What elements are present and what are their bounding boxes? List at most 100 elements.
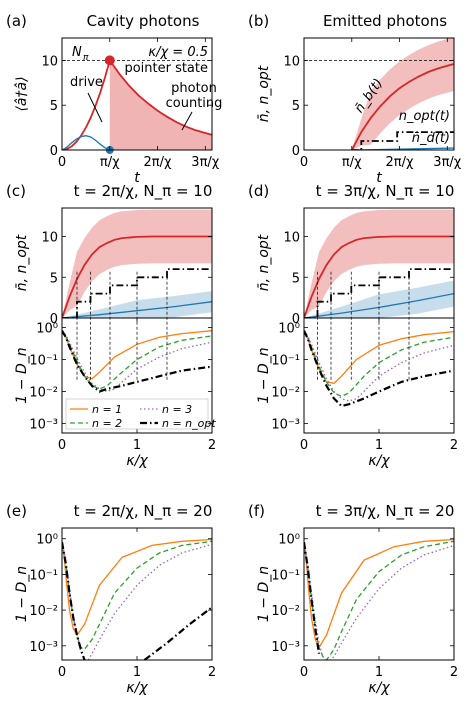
panel-title: t = 2π/χ, N_π = 20 bbox=[74, 502, 213, 521]
nopt-label: n_opt(t) bbox=[399, 109, 450, 124]
pointer-state-marker bbox=[104, 55, 115, 66]
y-tick-label: 0 bbox=[292, 312, 300, 327]
series-line-cavity-blue bbox=[62, 135, 111, 150]
panel-c: 0 5 10 n̄, n_opt (c) t = 2π/χ, N_π = 10 bbox=[6, 182, 213, 327]
y-tick-label: 10⁰ bbox=[278, 322, 300, 337]
drive-label: drive bbox=[70, 75, 103, 90]
y-tick-label: 10 bbox=[41, 231, 58, 246]
x-tick-label: 2 bbox=[208, 665, 216, 680]
y-tick-label: 0 bbox=[50, 312, 58, 327]
y-tick-label: 10⁻² bbox=[29, 385, 58, 400]
series-line-nb bbox=[351, 63, 454, 150]
series-line-n1 bbox=[304, 540, 454, 660]
x-tick-label: 0 bbox=[300, 665, 308, 680]
y-tick-label: 10⁰ bbox=[36, 322, 58, 337]
x-tick-label: 2 bbox=[450, 438, 458, 453]
y-tick-label: 10⁻¹ bbox=[29, 354, 58, 369]
axes-frame bbox=[303, 37, 455, 151]
panel-a: 0 5 10 0 π/χ 2π/χ 3π/χ t ⟨â†â⟩ (a) Cavity photons N… bbox=[6, 12, 222, 186]
panel-title: Cavity photons bbox=[87, 12, 200, 30]
legend-box bbox=[65, 398, 209, 430]
panel-label: (f) bbox=[248, 502, 265, 520]
series-line-n2 bbox=[62, 542, 212, 660]
panel-b: 0 5 10 0 π/χ 2π/χ 3π/χ t n̄, n_opt (b) Emitted pho… bbox=[248, 12, 462, 186]
y-axis-label: n̄, n_opt bbox=[256, 234, 272, 291]
legend-entry: n = 3 bbox=[162, 403, 192, 416]
x-tick-label: 0 bbox=[300, 438, 308, 453]
series-line-n3 bbox=[304, 542, 321, 654]
y-tick-label: 10⁰ bbox=[278, 533, 300, 548]
x-axis-label: κ/χ bbox=[126, 453, 148, 469]
plot-area bbox=[62, 209, 212, 318]
panel-title: Emitted photons bbox=[323, 12, 447, 30]
series-line-n3 bbox=[304, 330, 454, 408]
series-line-n2 bbox=[62, 330, 212, 393]
legend-entry: n = 2 bbox=[92, 417, 122, 430]
panel-label: (c) bbox=[6, 182, 26, 200]
y-tick-label: 10⁻³ bbox=[271, 640, 300, 655]
series-line-n0 bbox=[62, 538, 212, 637]
y-tick-label: 5 bbox=[292, 271, 300, 286]
panel-label: (b) bbox=[248, 12, 269, 30]
y-axis-label: 1 − D_n bbox=[256, 347, 272, 403]
series-line-drive bbox=[62, 60, 111, 150]
y-tick-label: 10⁻² bbox=[271, 385, 300, 400]
y-tick-label: 5 bbox=[50, 271, 58, 286]
y-axis-label: n̄, n_opt bbox=[256, 65, 272, 122]
x-axis-label: κ/χ bbox=[368, 680, 390, 696]
kappa-label: κ/χ = 0.5 bbox=[148, 45, 208, 60]
x-tick-label: 0 bbox=[58, 665, 66, 680]
n-pi-label: N bbox=[72, 45, 82, 60]
series-line-n1 bbox=[62, 330, 212, 390]
y-tick-label: 10⁻² bbox=[29, 604, 58, 619]
x-axis-label: κ/χ bbox=[368, 453, 390, 469]
series-line-n1 bbox=[62, 540, 212, 651]
y-axis-label: n̄, n_opt bbox=[14, 234, 30, 291]
plot-area bbox=[62, 59, 212, 150]
x-tick-label: 1 bbox=[375, 665, 383, 680]
panel-title: t = 3π/χ, N_π = 20 bbox=[316, 502, 455, 521]
panel-label: (e) bbox=[6, 502, 27, 520]
y-tick-label: 10⁻³ bbox=[29, 417, 58, 432]
panel-label: (a) bbox=[6, 12, 27, 30]
series-line-n4 bbox=[143, 606, 212, 660]
y-axis-label: ⟨â†â⟩ bbox=[14, 76, 30, 111]
n-pi-sub: π bbox=[83, 53, 89, 63]
y-tick-label: 10⁻¹ bbox=[29, 568, 58, 583]
x-tick-label: 1 bbox=[133, 665, 141, 680]
photon-label: photon bbox=[171, 81, 217, 96]
x-tick-label: 0 bbox=[300, 155, 308, 170]
plot-area bbox=[62, 538, 212, 660]
nd-label: n̄_d(t) bbox=[412, 131, 450, 146]
y-tick-label: 10⁻¹ bbox=[271, 354, 300, 369]
series-line-n2 bbox=[304, 542, 454, 660]
legend-entry: n = n_opt bbox=[162, 417, 216, 430]
x-tick-label: 1 bbox=[133, 438, 141, 453]
panel-label: (d) bbox=[248, 182, 269, 200]
panel-title: t = 3π/χ, N_π = 10 bbox=[316, 182, 455, 201]
x-tick-label: 2π/χ bbox=[386, 155, 414, 170]
panel-d: 0 5 10 n̄, n_opt (d) t = 3π/χ, N_π = 10 bbox=[248, 182, 455, 327]
y-axis-label: 1 − D_n bbox=[256, 566, 272, 622]
x-tick-label: 2 bbox=[450, 665, 458, 680]
plot-area bbox=[304, 538, 454, 660]
y-tick-label: 10⁻³ bbox=[271, 417, 300, 432]
y-tick-label: 10 bbox=[283, 231, 300, 246]
panel-title: t = 2π/χ, N_π = 10 bbox=[74, 182, 213, 201]
axes-frame bbox=[303, 527, 455, 661]
series-line-n0 bbox=[304, 538, 454, 649]
y-tick-label: 0 bbox=[50, 144, 58, 159]
panel-e: 10⁻³ 10⁻² 10⁻¹ 10⁰ 0 1 2 κ/χ 1 − D_n (e) t = 2π/χ,… bbox=[6, 502, 216, 696]
x-tick-label: 2π/χ bbox=[144, 155, 172, 170]
x-tick-label: 0 bbox=[58, 438, 66, 453]
legend-entry: n = 1 bbox=[92, 403, 122, 416]
series-line-decay bbox=[109, 59, 212, 136]
pointer-state-label: pointer state bbox=[124, 61, 208, 76]
counting-label: counting bbox=[166, 96, 223, 111]
x-tick-label: 2 bbox=[208, 438, 216, 453]
plot-area bbox=[304, 330, 454, 408]
y-tick-label: 10⁻¹ bbox=[271, 568, 300, 583]
y-tick-label: 5 bbox=[50, 99, 58, 114]
